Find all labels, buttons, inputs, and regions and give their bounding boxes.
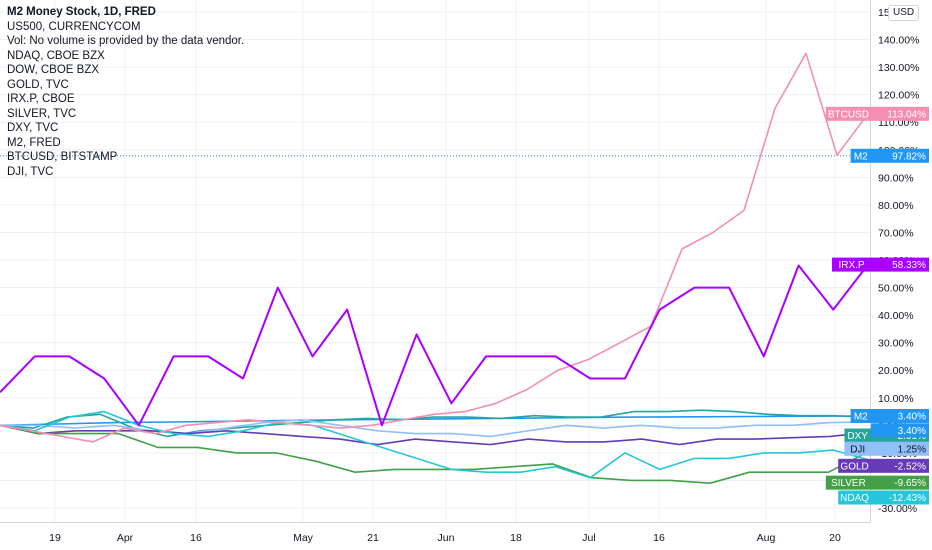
y-tick-label: 30.00% bbox=[878, 338, 914, 350]
value-tag-text: 3.40% bbox=[898, 411, 926, 422]
y-tick-label: 140.00% bbox=[878, 35, 919, 47]
x-tick-label: 16 bbox=[653, 532, 665, 544]
legend-line[interactable]: NDAQ, CBOE BZX bbox=[7, 49, 105, 62]
series-name-tag-text: M2 bbox=[854, 411, 868, 422]
y-tick-label: 130.00% bbox=[878, 62, 919, 74]
y-tick-label: 10.00% bbox=[878, 393, 914, 405]
series-name-tag-text: GOLD bbox=[840, 461, 868, 472]
y-tick-label: 80.00% bbox=[878, 200, 914, 212]
value-tag-text: 113.04% bbox=[887, 109, 926, 120]
legend-line[interactable]: US500, CURRENCYCOM bbox=[7, 20, 141, 33]
series-name-tag-text: IRX.P bbox=[838, 260, 864, 271]
x-tick-label: Apr bbox=[117, 532, 134, 544]
legend-title[interactable]: M2 Money Stock, 1D, FRED bbox=[7, 6, 156, 18]
currency-button[interactable]: USD bbox=[888, 5, 920, 21]
chart-series bbox=[0, 52, 869, 485]
series-name-tag bbox=[832, 257, 871, 272]
series-name-tag bbox=[844, 428, 871, 443]
series-line-dji bbox=[0, 418, 869, 438]
series-line-silver bbox=[0, 424, 869, 485]
x-tick-label: Jun bbox=[438, 532, 455, 544]
series-name-tag-text: DXY bbox=[847, 431, 868, 442]
series-name-tag-text: M2 bbox=[854, 151, 868, 162]
legend-line[interactable]: DXY, TVC bbox=[7, 122, 59, 134]
x-tick-label: Aug bbox=[757, 532, 776, 544]
series-name-tag-text: NDAQ bbox=[840, 493, 869, 504]
value-tag-text: 1.25% bbox=[898, 444, 926, 455]
value-tag-text: -12.43% bbox=[889, 493, 926, 504]
value-tag bbox=[871, 257, 929, 272]
legend-line[interactable]: DJI, TVC bbox=[7, 165, 54, 178]
value-tag-text: -2.52% bbox=[894, 461, 926, 472]
series-line-btcusd bbox=[0, 52, 869, 443]
x-tick-label: Jul bbox=[582, 532, 595, 544]
series-name-tag-text: BTCUSD bbox=[828, 109, 869, 120]
series-name-tag-text: SILVER bbox=[831, 478, 866, 489]
price-tags: 113.04% BTCUSD 97.82% M2 58.33% IRX.P 3.40% M2 2… bbox=[825, 106, 929, 505]
series-line-irxp bbox=[0, 263, 869, 427]
y-tick-label: 90.00% bbox=[878, 172, 914, 184]
legend-line[interactable]: SILVER, TVC bbox=[7, 107, 77, 120]
legend-line[interactable]: BTCUSD, BITSTAMP bbox=[7, 151, 118, 163]
x-tick-label: 19 bbox=[49, 532, 61, 544]
legend-line[interactable]: DOW, CBOE BZX bbox=[7, 64, 100, 76]
value-tag bbox=[871, 423, 929, 438]
series-line-gold bbox=[0, 424, 869, 446]
series-name-tag bbox=[838, 490, 871, 505]
chart-legend: M2 Money Stock, 1D, FRED US500, CURRENCY… bbox=[7, 5, 244, 179]
legend-line[interactable]: IRX.P, CBOE bbox=[7, 93, 75, 105]
series-name-tag bbox=[844, 441, 871, 456]
legend-line[interactable]: Vol: No volume is provided by the data v… bbox=[7, 35, 245, 47]
value-tag-text: 3.40% bbox=[898, 426, 926, 437]
x-tick-label: 21 bbox=[367, 532, 379, 544]
x-tick-label: 20 bbox=[829, 532, 841, 544]
series-line-m2 bbox=[0, 415, 869, 427]
series-name-tag bbox=[825, 475, 871, 490]
series-name-tag-text: DJI bbox=[850, 444, 865, 455]
series-name-tag bbox=[825, 106, 871, 121]
series-name-tag bbox=[850, 148, 871, 163]
value-tag bbox=[871, 475, 929, 490]
series-line-ndaq bbox=[0, 410, 869, 479]
value-tag bbox=[871, 441, 929, 456]
value-tag bbox=[871, 148, 929, 163]
value-tag bbox=[871, 106, 929, 121]
value-tag-text: -9.65% bbox=[894, 478, 926, 489]
legend-line[interactable]: GOLD, TVC bbox=[7, 78, 69, 91]
x-tick-label: 18 bbox=[510, 532, 522, 544]
y-tick-label: 20.00% bbox=[878, 365, 914, 377]
value-tag bbox=[871, 458, 929, 473]
series-name-tag bbox=[838, 458, 871, 473]
y-tick-label: 120.00% bbox=[878, 90, 919, 102]
y-tick-label: 50.00% bbox=[878, 283, 914, 295]
legend-line[interactable]: M2, FRED bbox=[7, 136, 61, 149]
value-tag bbox=[871, 408, 929, 423]
x-axis: 19 Apr 16 May 21 Jun 18 Jul 16 Aug 20 bbox=[49, 532, 841, 544]
series-name-tag bbox=[850, 408, 871, 423]
y-tick-label: 40.00% bbox=[878, 310, 914, 322]
x-tick-label: 16 bbox=[190, 532, 202, 544]
y-tick-label: 70.00% bbox=[878, 227, 914, 239]
value-tag-text: 97.82% bbox=[892, 151, 926, 162]
x-tick-label: May bbox=[293, 532, 314, 544]
y-tick-label: -30.00% bbox=[878, 503, 917, 515]
value-tag-text: 58.33% bbox=[892, 260, 926, 271]
value-tag bbox=[871, 490, 929, 505]
